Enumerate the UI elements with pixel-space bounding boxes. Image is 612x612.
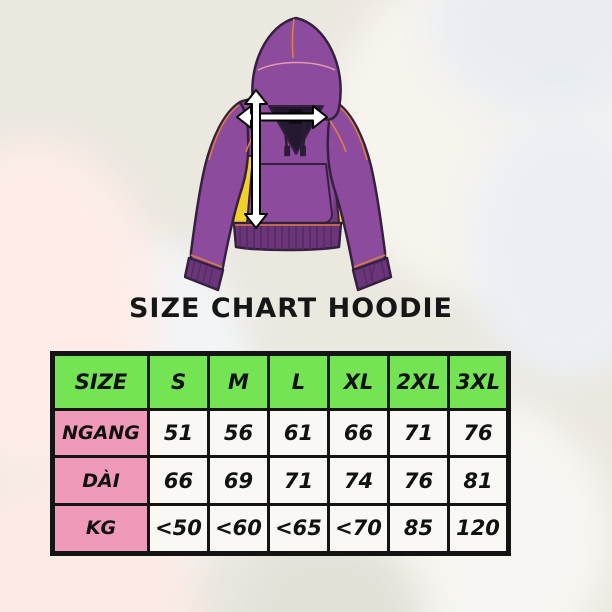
hoodie-illustration (184, 12, 410, 292)
cell-kg-l: <65 (267, 502, 330, 556)
vertical-length-arrow (244, 89, 268, 229)
header-cell-s: S (147, 352, 210, 411)
cell-dai-3xl: 81 (447, 455, 510, 506)
row-label-ngang: NGANG (51, 407, 150, 459)
cell-dai-l: 71 (267, 455, 330, 506)
header-cell-l: L (267, 352, 330, 411)
header-cell-3xl: 3XL (447, 352, 510, 411)
hood-seam-horizontal (257, 61, 336, 71)
cell-kg-2xl: 85 (387, 502, 450, 556)
hoodie-svg (184, 16, 393, 292)
header-cell-2xl: 2XL (387, 352, 450, 411)
cell-dai-m: 69 (207, 455, 270, 506)
table-row-kg: KG <50 <60 <65 <70 85 120 (51, 502, 510, 556)
cell-dai-s: 66 (147, 455, 210, 506)
page-title: SIZE CHART HOODIE (128, 293, 454, 324)
header-cell-size: SIZE (51, 352, 150, 411)
cell-kg-s: <50 (147, 502, 210, 556)
cell-ngang-l: 61 (267, 407, 330, 459)
table-row-ngang: NGANG 51 56 61 66 71 76 (51, 407, 510, 459)
cell-ngang-m: 56 (207, 407, 270, 459)
header-cell-xl: XL (327, 352, 390, 411)
row-label-dai: DÀI (51, 455, 150, 506)
hood-seam-vertical (291, 18, 295, 59)
cell-dai-2xl: 76 (387, 455, 450, 506)
row-label-kg: KG (51, 502, 150, 556)
cell-kg-m: <60 (207, 502, 270, 556)
cell-kg-3xl: 120 (447, 502, 510, 556)
cell-ngang-xl: 66 (327, 407, 390, 459)
camo-blob-blue-right (470, 110, 612, 380)
cell-kg-xl: <70 (327, 502, 390, 556)
cell-ngang-3xl: 76 (447, 407, 510, 459)
hem-band (232, 221, 343, 252)
sleeve-right (326, 100, 387, 274)
sleeve-left (189, 100, 250, 274)
cell-ngang-2xl: 71 (387, 407, 450, 459)
cuff-ribs (190, 260, 386, 285)
header-row: SIZE S M L XL 2XL 3XL (51, 352, 510, 411)
table-row-dai: DÀI 66 69 71 74 76 81 (51, 455, 510, 506)
cell-dai-xl: 74 (327, 455, 390, 506)
header-cell-m: M (207, 352, 270, 411)
cell-ngang-s: 51 (147, 407, 210, 459)
size-chart-table: SIZE S M L XL 2XL 3XL NGANG 51 56 61 66 … (50, 351, 511, 556)
hem-ribs (239, 225, 332, 250)
